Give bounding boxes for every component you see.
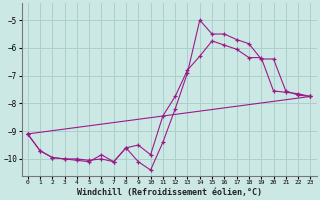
X-axis label: Windchill (Refroidissement éolien,°C): Windchill (Refroidissement éolien,°C) (76, 188, 261, 197)
